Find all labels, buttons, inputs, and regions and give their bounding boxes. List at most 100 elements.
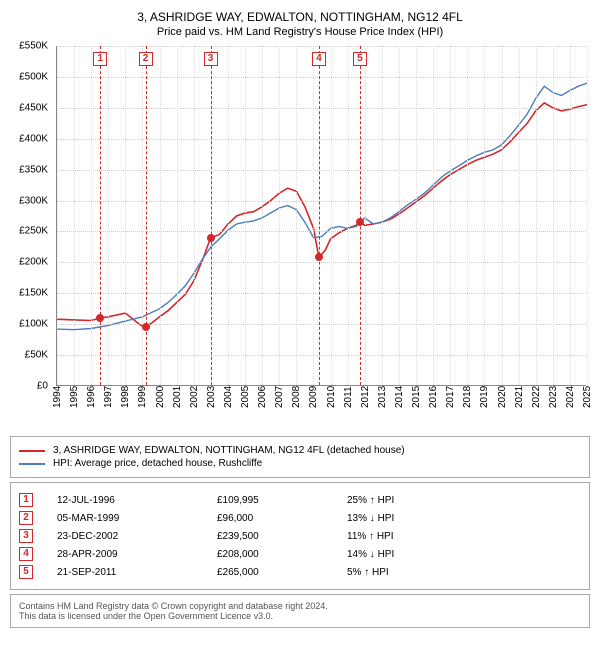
transaction-marker: [207, 234, 215, 242]
x-tick-label: 2008: [291, 386, 302, 408]
x-tick-label: 1997: [103, 386, 114, 408]
gridline-vertical: [433, 46, 434, 385]
y-tick-label: £200K: [8, 257, 48, 268]
transaction-price: £265,000: [217, 567, 347, 578]
transaction-marker: [142, 323, 150, 331]
chart-title: 3, ASHRIDGE WAY, EDWALTON, NOTTINGHAM, N…: [8, 10, 592, 24]
transaction-badge: 1: [19, 493, 33, 507]
table-row: 521-SEP-2011£265,0005% ↑ HPI: [19, 565, 581, 579]
x-tick-label: 2012: [360, 386, 371, 408]
transaction-date: 23-DEC-2002: [57, 531, 217, 542]
y-tick-label: £350K: [8, 164, 48, 175]
gridline-vertical: [587, 46, 588, 385]
gridline-vertical: [450, 46, 451, 385]
x-tick-label: 2014: [394, 386, 405, 408]
x-tick-label: 2019: [479, 386, 490, 408]
gridline-vertical: [142, 46, 143, 385]
gridline-horizontal: [57, 231, 586, 232]
transaction-date: 05-MAR-1999: [57, 513, 217, 524]
y-tick-label: £50K: [8, 350, 48, 361]
callout-badge: 1: [93, 52, 107, 66]
plot-region: 12345: [56, 46, 586, 386]
x-tick-label: 2004: [223, 386, 234, 408]
y-tick-label: £500K: [8, 71, 48, 82]
x-tick-label: 2020: [497, 386, 508, 408]
y-tick-label: £150K: [8, 288, 48, 299]
series-svg: [57, 46, 587, 386]
transaction-delta: 25% ↑ HPI: [347, 495, 467, 506]
table-row: 428-APR-2009£208,00014% ↓ HPI: [19, 547, 581, 561]
gridline-vertical: [74, 46, 75, 385]
gridline-vertical: [91, 46, 92, 385]
transaction-date: 28-APR-2009: [57, 549, 217, 560]
transaction-marker: [315, 253, 323, 261]
gridline-vertical: [228, 46, 229, 385]
transaction-delta: 13% ↓ HPI: [347, 513, 467, 524]
gridline-vertical: [160, 46, 161, 385]
x-tick-label: 1994: [52, 386, 63, 408]
gridline-vertical: [57, 46, 58, 385]
gridline-vertical: [279, 46, 280, 385]
callout-line: [360, 46, 361, 385]
x-tick-label: 1998: [120, 386, 131, 408]
transaction-table: 112-JUL-1996£109,99525% ↑ HPI205-MAR-199…: [10, 482, 590, 590]
y-tick-label: £250K: [8, 226, 48, 237]
x-tick-label: 2005: [240, 386, 251, 408]
x-tick-label: 2009: [308, 386, 319, 408]
x-tick-label: 2016: [428, 386, 439, 408]
transaction-badge: 5: [19, 565, 33, 579]
x-tick-label: 1995: [69, 386, 80, 408]
x-axis: 1994199519961997199819992000200120022003…: [56, 390, 586, 426]
table-row: 323-DEC-2002£239,50011% ↑ HPI: [19, 529, 581, 543]
x-tick-label: 2017: [445, 386, 456, 408]
gridline-vertical: [313, 46, 314, 385]
gridline-horizontal: [57, 170, 586, 171]
gridline-vertical: [382, 46, 383, 385]
x-tick-label: 1996: [86, 386, 97, 408]
gridline-vertical: [399, 46, 400, 385]
table-row: 205-MAR-1999£96,00013% ↓ HPI: [19, 511, 581, 525]
x-tick-label: 2001: [172, 386, 183, 408]
gridline-horizontal: [57, 324, 586, 325]
gridline-vertical: [331, 46, 332, 385]
chart-area: £0£50K£100K£150K£200K£250K£300K£350K£400…: [8, 46, 592, 426]
y-tick-label: £550K: [8, 41, 48, 52]
gridline-vertical: [262, 46, 263, 385]
y-tick-label: £450K: [8, 102, 48, 113]
legend-item: HPI: Average price, detached house, Rush…: [19, 458, 581, 469]
x-tick-label: 2003: [206, 386, 217, 408]
callout-badge: 5: [353, 52, 367, 66]
legend-label: HPI: Average price, detached house, Rush…: [53, 458, 262, 469]
transaction-date: 21-SEP-2011: [57, 567, 217, 578]
x-tick-label: 2021: [514, 386, 525, 408]
gridline-vertical: [348, 46, 349, 385]
gridline-vertical: [194, 46, 195, 385]
y-tick-label: £100K: [8, 319, 48, 330]
transaction-delta: 14% ↓ HPI: [347, 549, 467, 560]
gridline-vertical: [553, 46, 554, 385]
y-axis: £0£50K£100K£150K£200K£250K£300K£350K£400…: [8, 46, 52, 386]
footer-line2: This data is licensed under the Open Gov…: [19, 611, 581, 621]
gridline-vertical: [296, 46, 297, 385]
gridline-horizontal: [57, 77, 586, 78]
gridline-horizontal: [57, 46, 586, 47]
callout-badge: 3: [204, 52, 218, 66]
gridline-horizontal: [57, 262, 586, 263]
transaction-marker: [96, 314, 104, 322]
gridline-vertical: [519, 46, 520, 385]
transaction-delta: 11% ↑ HPI: [347, 531, 467, 542]
x-tick-label: 2013: [377, 386, 388, 408]
legend-item: 3, ASHRIDGE WAY, EDWALTON, NOTTINGHAM, N…: [19, 445, 581, 456]
callout-line: [100, 46, 101, 385]
legend-swatch: [19, 450, 45, 452]
x-tick-label: 2018: [462, 386, 473, 408]
table-row: 112-JUL-1996£109,99525% ↑ HPI: [19, 493, 581, 507]
footer-attribution: Contains HM Land Registry data © Crown c…: [10, 594, 590, 628]
legend-label: 3, ASHRIDGE WAY, EDWALTON, NOTTINGHAM, N…: [53, 445, 405, 456]
transaction-date: 12-JUL-1996: [57, 495, 217, 506]
callout-line: [211, 46, 212, 385]
x-tick-label: 2007: [274, 386, 285, 408]
x-tick-label: 2010: [326, 386, 337, 408]
transaction-badge: 2: [19, 511, 33, 525]
legend-swatch: [19, 463, 45, 465]
